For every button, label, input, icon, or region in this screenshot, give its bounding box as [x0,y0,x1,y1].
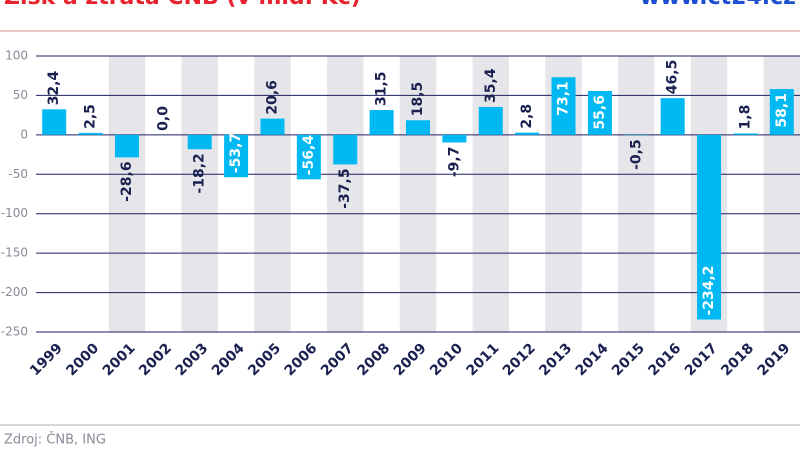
bar [478,106,503,135]
x-tick-label: 2015 [609,340,648,379]
value-label: -56,4 [301,135,317,176]
bar [769,89,794,135]
bar [296,134,321,180]
bar [697,134,722,320]
y-tick-label: -50 [8,167,28,181]
y-tick-label: -100 [1,206,28,220]
y-tick-label: 0 [20,127,28,141]
column-band [108,56,146,332]
column-band [399,56,437,332]
value-label: -53,7 [228,133,244,173]
value-label: 35,4 [483,68,499,103]
x-tick-label: 2002 [136,340,175,379]
y-tick-label: -150 [1,246,28,260]
x-tick-label: 2013 [536,340,575,379]
bar [551,77,576,135]
value-label: -9,7 [446,147,462,178]
value-label: 31,5 [374,71,390,106]
x-tick-label: 2005 [245,340,284,379]
x-tick-label: 2008 [354,340,393,379]
bar [333,134,358,165]
source: Zdroj: ČNB, ING [4,432,106,448]
bar [442,134,467,143]
bar [587,91,612,135]
column-band [618,56,655,332]
x-tick-label: 2006 [282,340,321,379]
value-label: -18,2 [192,153,208,193]
bar [733,133,758,135]
bar [114,134,139,158]
value-label: 46,5 [665,60,681,95]
y-tick-label: -250 [1,325,28,339]
bar [187,134,212,150]
x-tick-label: 2018 [718,340,757,379]
bar [660,98,685,135]
x-tick-label: 2011 [464,340,503,379]
value-label: 0,0 [155,106,171,131]
value-label: 20,6 [264,80,280,115]
x-tick-label: 2001 [100,340,139,379]
bar [78,132,103,135]
y-tick-label: 100 [5,49,28,63]
column-band [254,56,291,332]
value-label: 1,8 [737,105,753,130]
x-tick-label: 2000 [63,340,102,379]
y-tick-label: 50 [13,88,28,102]
value-label: 58,1 [774,93,790,128]
value-label: -0,5 [628,139,644,170]
x-tick-label: 2003 [173,340,212,379]
x-tick-label: 2017 [682,340,721,379]
bar [42,109,67,135]
value-label: 2,5 [83,104,99,129]
value-label: 55,6 [592,95,608,130]
x-tick-label: 2010 [427,340,466,379]
x-tick-label: 2016 [645,340,684,379]
brand: www.ct24.cz [640,0,796,10]
x-tick-label: 2019 [755,340,794,379]
column-band [472,56,509,332]
value-label: 2,8 [519,104,535,129]
value-label: -28,6 [119,161,135,201]
value-label: -234,2 [701,265,717,315]
bar [369,110,394,135]
value-label: -37,5 [337,168,353,208]
bar [260,118,285,135]
bar [515,132,540,135]
x-tick-label: 2012 [500,340,539,379]
chart-title: Zisk a ztráta ČNB (v mld. Kč) [4,0,361,10]
value-label: 32,4 [46,71,62,106]
x-tick-label: 2009 [391,340,430,379]
x-tick-label: 2007 [318,340,357,379]
y-tick-label: -200 [1,285,28,299]
column-band [327,56,364,332]
x-tick-label: 2014 [573,340,612,379]
bands [108,56,800,332]
x-tick-label: 2004 [209,340,248,379]
x-tick-label: 1999 [27,340,66,379]
value-label: 73,1 [556,81,572,116]
bar [224,134,249,178]
bar [405,120,431,135]
value-label: 18,5 [410,82,426,117]
column-band [181,56,218,332]
